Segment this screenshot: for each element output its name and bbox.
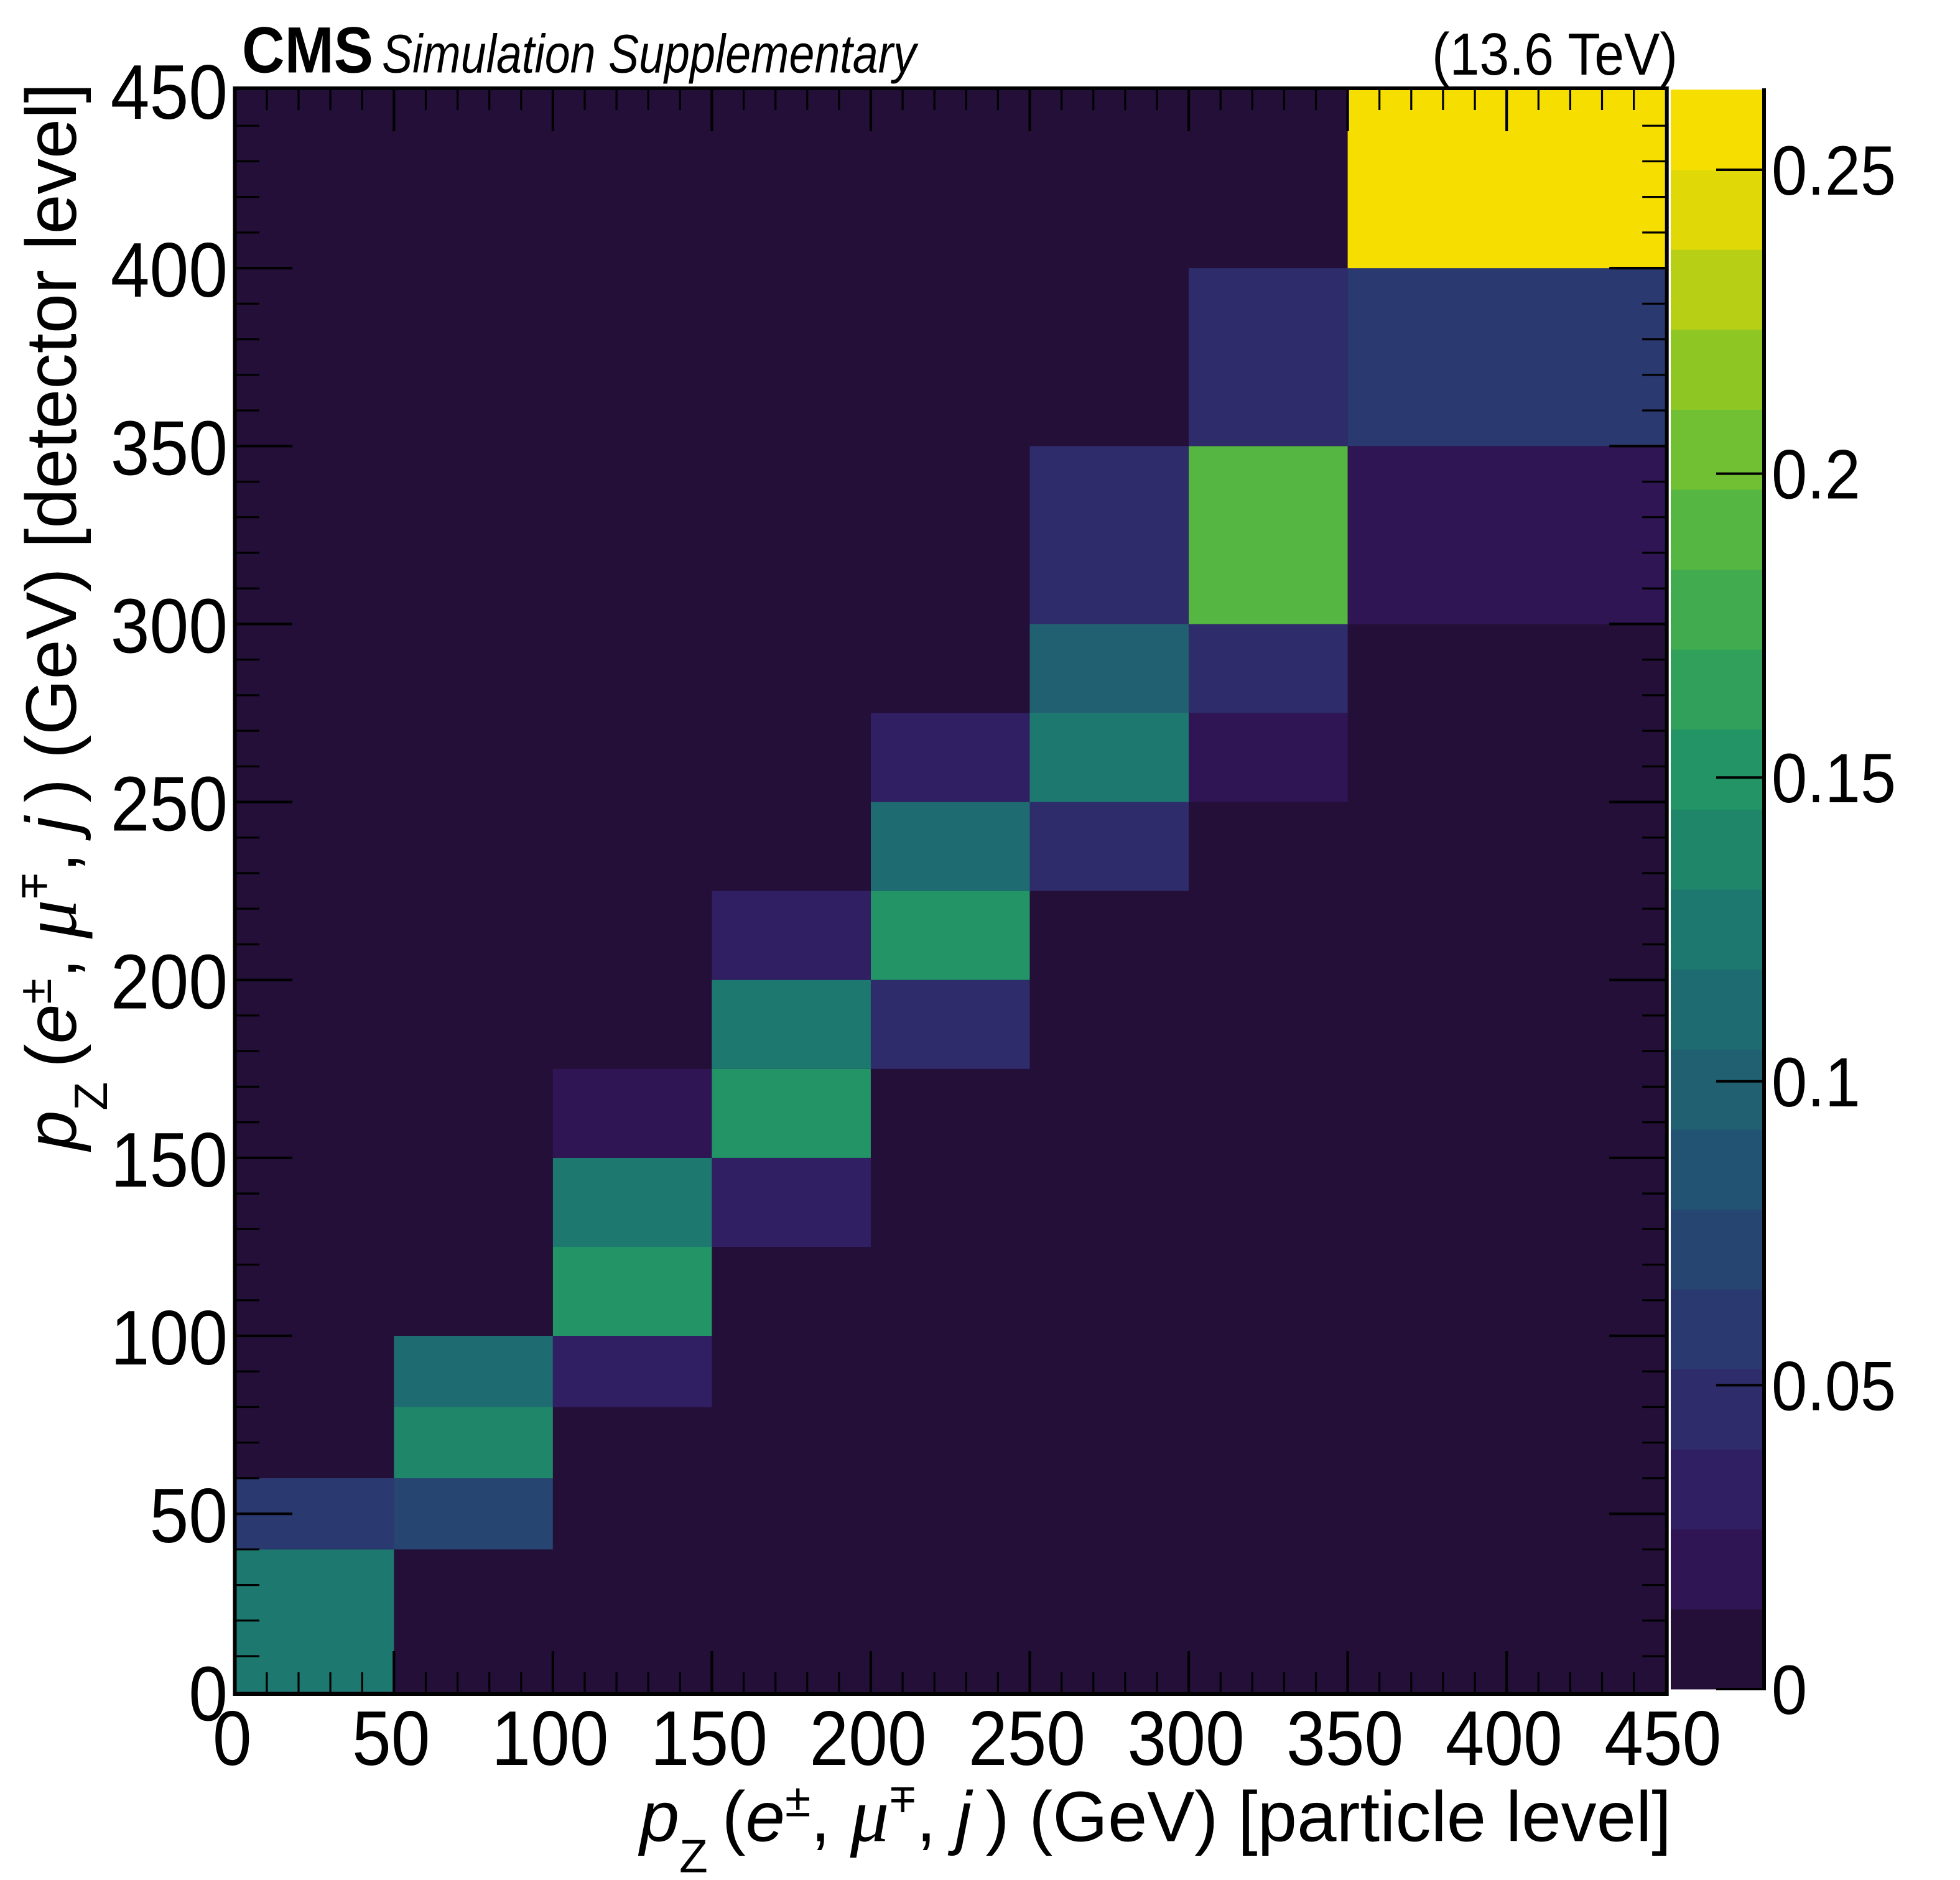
svg-text:450: 450: [111, 50, 228, 136]
svg-text:Simulation Supplementary: Simulation Supplementary: [382, 24, 919, 85]
svg-text:450: 450: [1604, 1696, 1721, 1782]
svg-text:0.25: 0.25: [1772, 132, 1896, 210]
svg-text:0.2: 0.2: [1772, 436, 1860, 514]
svg-text:350: 350: [1286, 1696, 1403, 1782]
svg-text:pZ (e±, μ+−, j ) (GeV) [partic: pZ (e±, μ+−, j ) (GeV) [particle level]: [638, 1762, 1671, 1880]
svg-text:CMS: CMS: [242, 14, 373, 86]
svg-text:150: 150: [651, 1696, 768, 1782]
svg-text:0: 0: [188, 1651, 228, 1737]
svg-text:0.15: 0.15: [1772, 739, 1896, 817]
svg-text:200: 200: [809, 1696, 926, 1782]
svg-text:300: 300: [111, 584, 228, 670]
svg-text:50: 50: [149, 1473, 228, 1559]
svg-text:50: 50: [352, 1696, 430, 1782]
svg-text:300: 300: [1127, 1696, 1244, 1782]
svg-text:150: 150: [111, 1118, 228, 1203]
svg-text:0: 0: [213, 1696, 252, 1782]
svg-text:0: 0: [1772, 1651, 1807, 1729]
svg-text:200: 200: [111, 940, 228, 1026]
svg-text:0.05: 0.05: [1772, 1347, 1896, 1425]
svg-text:100: 100: [111, 1295, 228, 1381]
svg-text:250: 250: [968, 1696, 1085, 1782]
svg-text:400: 400: [111, 228, 228, 313]
svg-text:350: 350: [111, 405, 228, 491]
svg-text:250: 250: [111, 762, 228, 848]
svg-text:0.1: 0.1: [1772, 1044, 1860, 1121]
svg-text:100: 100: [491, 1696, 608, 1782]
svg-text:pZ (e±, μ+−, j ) (GeV) [detect: pZ (e±, μ+−, j ) (GeV) [detector level]: [0, 83, 117, 1152]
svg-text:(13.6 TeV): (13.6 TeV): [1432, 22, 1678, 88]
svg-text:400: 400: [1446, 1696, 1563, 1782]
